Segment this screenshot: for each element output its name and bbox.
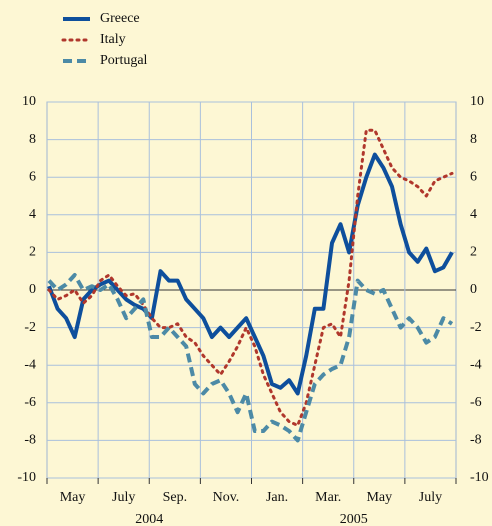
- y2-tick-label: 8: [470, 132, 477, 147]
- y-tick-label: 2: [29, 245, 36, 260]
- y-tick-label: 4: [29, 207, 36, 222]
- y-tick-label: -4: [24, 357, 36, 372]
- series-line: [47, 152, 454, 396]
- series-line: [47, 128, 454, 427]
- y-tick-label: -6: [24, 395, 36, 410]
- series-line: [47, 273, 454, 443]
- y-tick-label: 0: [29, 282, 36, 297]
- x-tick-label: Sep.: [163, 490, 188, 505]
- x-tick-label: Nov.: [213, 490, 240, 505]
- year-label: 2004: [135, 512, 163, 526]
- y2-tick-label: -8: [470, 433, 482, 448]
- legend-label: Portugal: [100, 53, 148, 68]
- y-tick-label: 10: [22, 94, 36, 109]
- y2-tick-label: -10: [470, 470, 489, 485]
- y2-tick-label: 10: [470, 94, 484, 109]
- y-tick-label: -2: [24, 320, 36, 335]
- y-tick-label: 8: [29, 132, 36, 147]
- y2-tick-label: 6: [470, 169, 477, 184]
- x-tick-label: May: [60, 490, 86, 505]
- x-tick-label: July: [112, 490, 135, 505]
- y2-tick-label: 2: [470, 245, 477, 260]
- legend-label: Greece: [100, 11, 140, 26]
- x-tick-label: Mar.: [315, 490, 341, 505]
- x-tick-label: Jan.: [266, 490, 288, 505]
- y2-tick-label: -6: [470, 395, 482, 410]
- y2-tick-label: -2: [470, 320, 482, 335]
- y2-tick-label: -4: [470, 357, 482, 372]
- y2-tick-label: 0: [470, 282, 477, 297]
- x-tick-label: May: [366, 490, 392, 505]
- x-tick-label: July: [419, 490, 442, 505]
- y2-tick-label: 4: [470, 207, 477, 222]
- year-label: 2005: [340, 512, 368, 526]
- y-tick-label: 6: [29, 169, 36, 184]
- y-tick-label: -8: [24, 433, 36, 448]
- y-tick-label: -10: [17, 470, 36, 485]
- legend-label: Italy: [100, 32, 126, 47]
